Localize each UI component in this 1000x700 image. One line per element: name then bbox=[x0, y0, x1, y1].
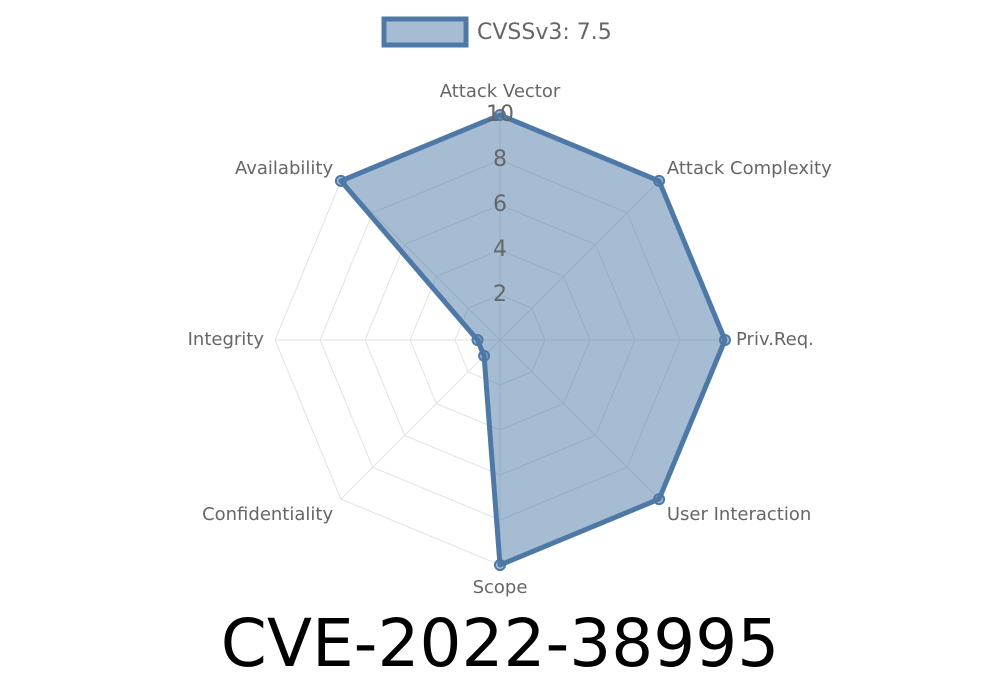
tick-label: 6 bbox=[493, 192, 507, 217]
data-point bbox=[653, 493, 666, 506]
axis-label: Integrity bbox=[188, 329, 265, 350]
spoke bbox=[340, 339, 501, 500]
data-point bbox=[471, 334, 484, 346]
tick-label: 2 bbox=[493, 282, 507, 307]
legend-label: CVSSv3: 7.5 bbox=[477, 20, 612, 45]
tick-label: 10 bbox=[486, 102, 514, 127]
data-point bbox=[494, 559, 506, 571]
tick-label: 8 bbox=[493, 147, 507, 172]
tick-label: 4 bbox=[493, 237, 507, 262]
axis-label: Availability bbox=[235, 158, 333, 179]
axis-label: User Interaction bbox=[667, 504, 811, 525]
data-point bbox=[494, 109, 506, 121]
axis-label: Attack Vector bbox=[440, 81, 561, 102]
axis-label: Scope bbox=[473, 577, 528, 598]
data-point bbox=[719, 334, 731, 346]
axis-label: Confidentiality bbox=[202, 504, 333, 525]
legend-swatch bbox=[381, 16, 469, 48]
chart-title: CVE-2022-38995 bbox=[221, 605, 780, 682]
axis-label: Priv.Req. bbox=[736, 329, 814, 350]
axis-label: Attack Complexity bbox=[667, 158, 832, 179]
data-point bbox=[653, 174, 666, 187]
data-point bbox=[334, 174, 347, 187]
data-point bbox=[478, 349, 491, 362]
